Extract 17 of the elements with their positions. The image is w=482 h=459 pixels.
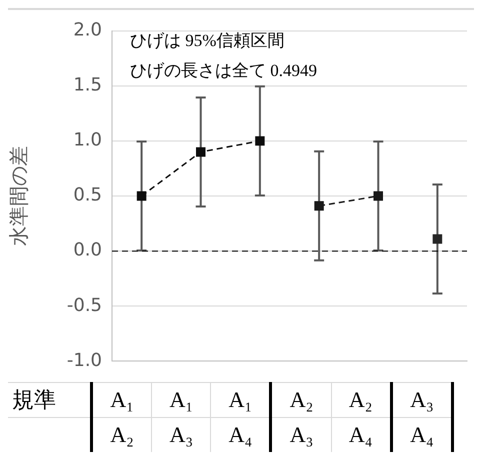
y-tick-label: -1.0 xyxy=(66,350,102,371)
category-label: A₂ A₃ xyxy=(290,387,314,447)
y-tick-label: -0.5 xyxy=(66,294,102,316)
category-label: A₁ A₂ xyxy=(110,387,134,447)
y-tick-label: 0.0 xyxy=(73,240,102,261)
category-label: A₁ A₄ xyxy=(228,387,252,447)
y-tick-label: 1.0 xyxy=(73,130,102,151)
category-label: A₁ A₃ xyxy=(169,387,194,447)
category-label: A₂ A₄ xyxy=(348,387,372,447)
annotation: ひげの長さは全て 0.4949 xyxy=(130,60,317,80)
y-tick-label: 0.5 xyxy=(73,184,102,206)
x-axis-title: 規準 xyxy=(12,387,56,412)
y-tick-label: 2.0 xyxy=(73,19,102,40)
y-tick-label: 1.5 xyxy=(73,74,102,96)
y-axis-title: 水準間の差 xyxy=(8,146,31,246)
category-label: A₃ A₄ xyxy=(410,387,434,447)
annotation: ひげは 95%信頼区間 xyxy=(130,30,284,50)
